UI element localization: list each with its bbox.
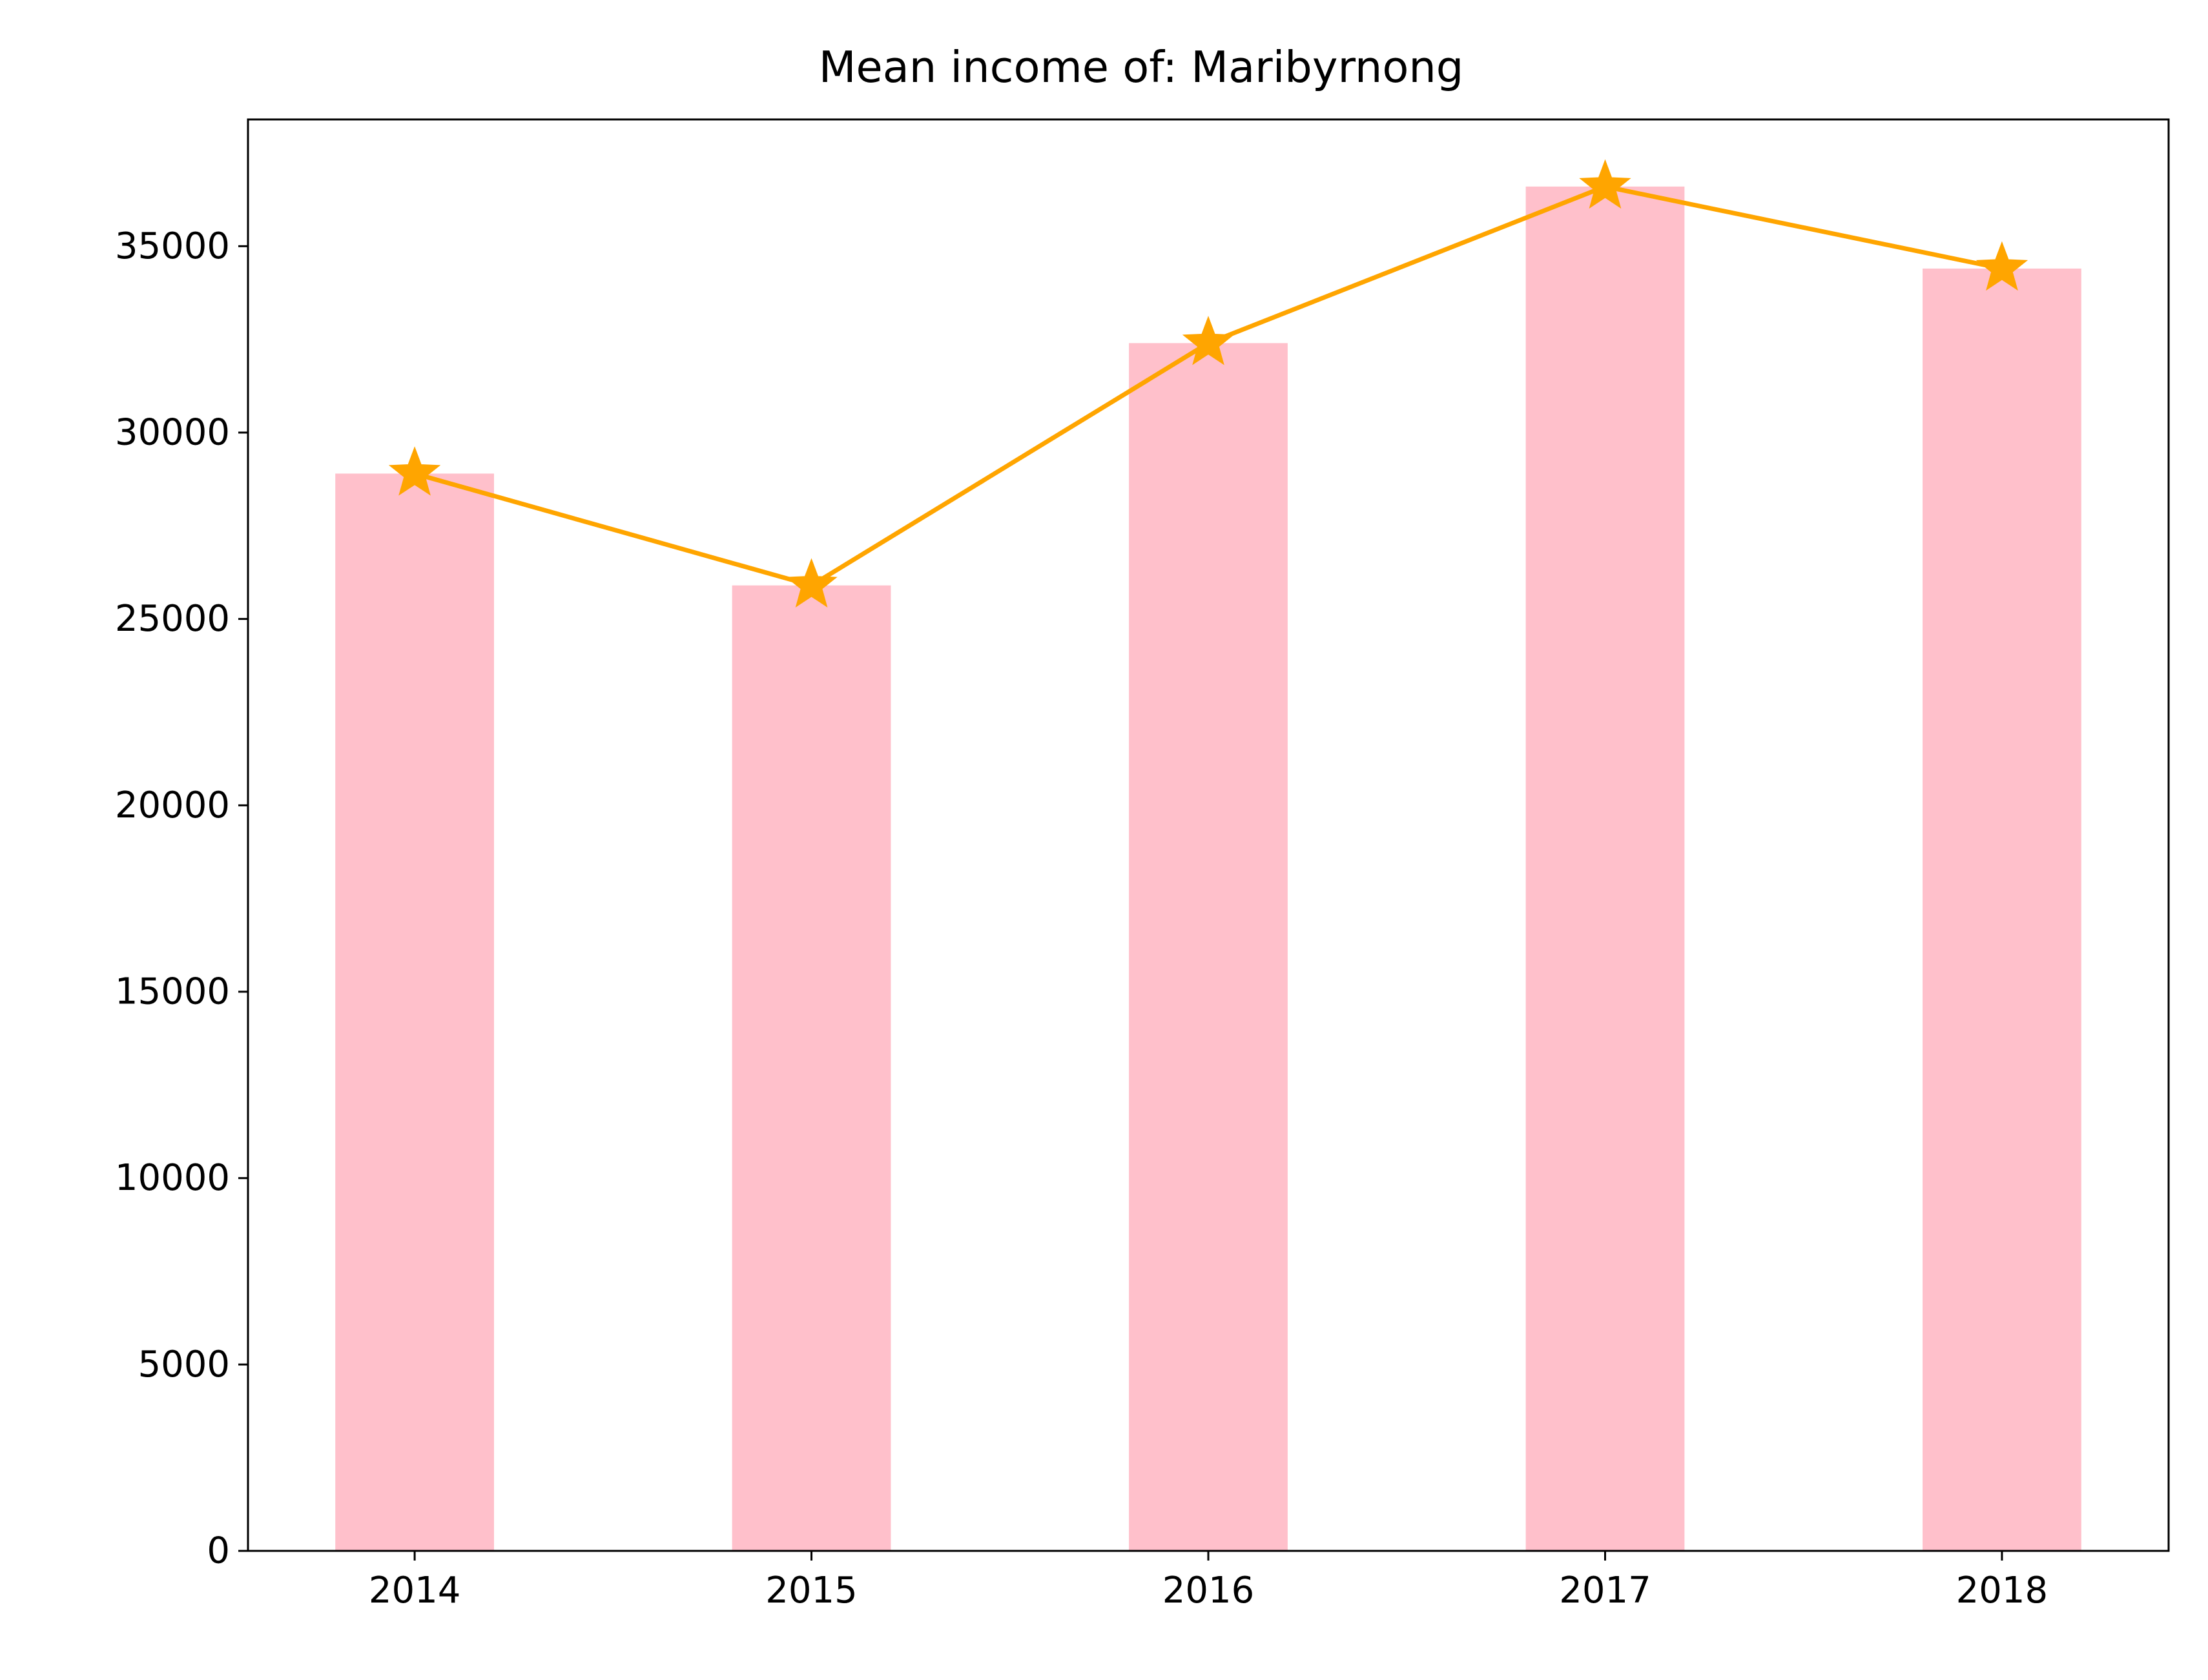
x-tick-label-2018: 2018 [1956, 1570, 2048, 1612]
bars-layer [335, 186, 2081, 1551]
y-tick-label-5000: 5000 [138, 1344, 230, 1386]
y-tick-label-0: 0 [207, 1530, 230, 1572]
chart-title: Mean income of: Maribyrnong [819, 42, 1464, 92]
bar-2016 [1129, 343, 1288, 1551]
bar-2018 [1923, 268, 2081, 1551]
bar-2017 [1525, 186, 1685, 1551]
line-layer [388, 159, 2028, 608]
y-tick-label-35000: 35000 [115, 225, 230, 267]
bar-2015 [732, 585, 891, 1551]
y-tick-label-25000: 25000 [115, 598, 230, 640]
y-tick-label-30000: 30000 [115, 411, 230, 453]
star-marker-2017 [1579, 159, 1631, 209]
y-tick-label-20000: 20000 [115, 784, 230, 826]
star-marker-2016 [1182, 316, 1235, 365]
star-marker-2018 [1976, 241, 2028, 291]
bar-2014 [335, 473, 494, 1551]
star-marker-2014 [388, 446, 441, 496]
y-tick-label-10000: 10000 [115, 1157, 230, 1199]
axes-layer: 0 5000 10000 15000 20000 25000 30000 35000 2014 2… [115, 118, 2170, 1612]
x-tick-label-2014: 2014 [369, 1570, 461, 1612]
x-tick-label-2017: 2017 [1559, 1570, 1651, 1612]
star-marker-2015 [785, 558, 838, 608]
x-tick-label-2016: 2016 [1162, 1570, 1255, 1612]
x-tick-label-2015: 2015 [765, 1570, 858, 1612]
y-tick-label-15000: 15000 [115, 970, 230, 1012]
